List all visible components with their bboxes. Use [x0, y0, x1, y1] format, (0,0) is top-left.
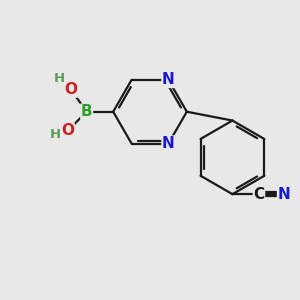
Text: H: H [50, 128, 61, 141]
Text: C: C [254, 187, 265, 202]
Text: O: O [64, 82, 77, 97]
Text: B: B [81, 104, 92, 119]
Text: H: H [54, 72, 65, 85]
Text: N: N [162, 136, 175, 151]
Text: N: N [278, 187, 290, 202]
Text: O: O [61, 123, 74, 138]
Text: N: N [162, 72, 175, 87]
